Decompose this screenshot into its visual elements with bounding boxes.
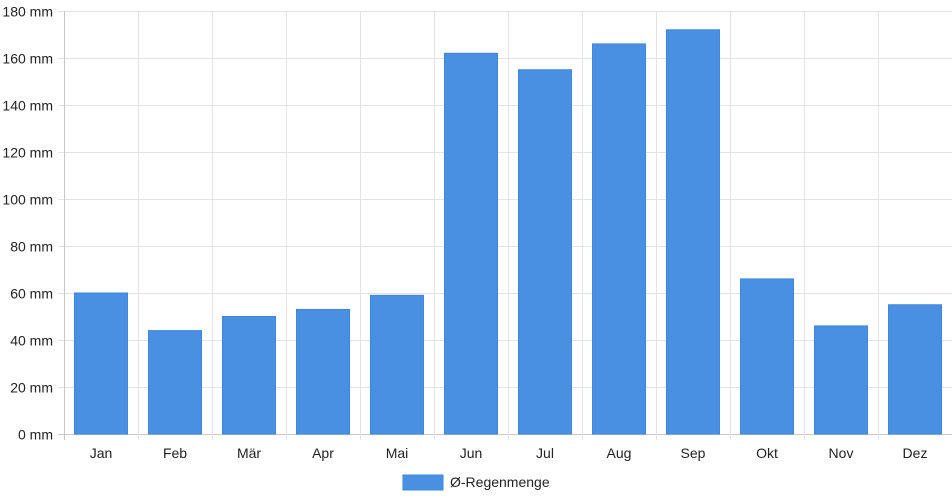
bar-Dez[interactable]	[888, 304, 942, 435]
bar-Okt[interactable]	[740, 278, 794, 435]
x-tick-label: Jul	[536, 445, 554, 461]
y-tick-label: 40 mm	[10, 333, 53, 349]
y-tick-label: 120 mm	[2, 145, 53, 161]
y-tick-label: 60 mm	[10, 286, 53, 302]
y-tick-label: 80 mm	[10, 239, 53, 255]
x-tick-label: Feb	[163, 445, 187, 461]
bar-Aug[interactable]	[592, 43, 646, 435]
x-tick-label: Apr	[312, 445, 334, 461]
bar-Mai[interactable]	[370, 294, 424, 435]
legend[interactable]: Ø-Regenmenge	[402, 474, 550, 491]
x-tick-label: Nov	[829, 445, 854, 461]
bar-Jun[interactable]	[444, 52, 498, 435]
legend-label[interactable]: Ø-Regenmenge	[450, 474, 550, 490]
bar-Jan[interactable]	[74, 292, 128, 435]
bars	[74, 29, 942, 435]
y-tick-label: 180 mm	[2, 4, 53, 20]
grid-lines	[58, 11, 952, 440]
y-tick-label: 20 mm	[10, 380, 53, 396]
bar-Feb[interactable]	[148, 330, 202, 435]
bar-Nov[interactable]	[814, 325, 868, 435]
y-tick-label: 0 mm	[18, 427, 53, 443]
bar-Jul[interactable]	[518, 69, 572, 435]
x-tick-label: Sep	[681, 445, 706, 461]
x-tick-label: Mär	[237, 445, 261, 461]
x-tick-label: Dez	[903, 445, 928, 461]
x-tick-label: Okt	[756, 445, 778, 461]
x-tick-label: Jun	[460, 445, 483, 461]
y-tick-label: 160 mm	[2, 51, 53, 67]
x-tick-label: Jan	[90, 445, 113, 461]
bar-Sep[interactable]	[666, 29, 720, 435]
bar-Mär[interactable]	[222, 316, 276, 435]
bar-Apr[interactable]	[296, 308, 350, 435]
x-tick-label: Aug	[607, 445, 632, 461]
x-tick-label: Mai	[386, 445, 409, 461]
y-tick-label: 140 mm	[2, 98, 53, 114]
axes: 0 mm 20 mm 40 mm 60 mm 80 mm 100 mm 120 mm 140 …	[2, 4, 927, 462]
legend-swatch[interactable]	[402, 474, 444, 491]
y-tick-label: 100 mm	[2, 192, 53, 208]
